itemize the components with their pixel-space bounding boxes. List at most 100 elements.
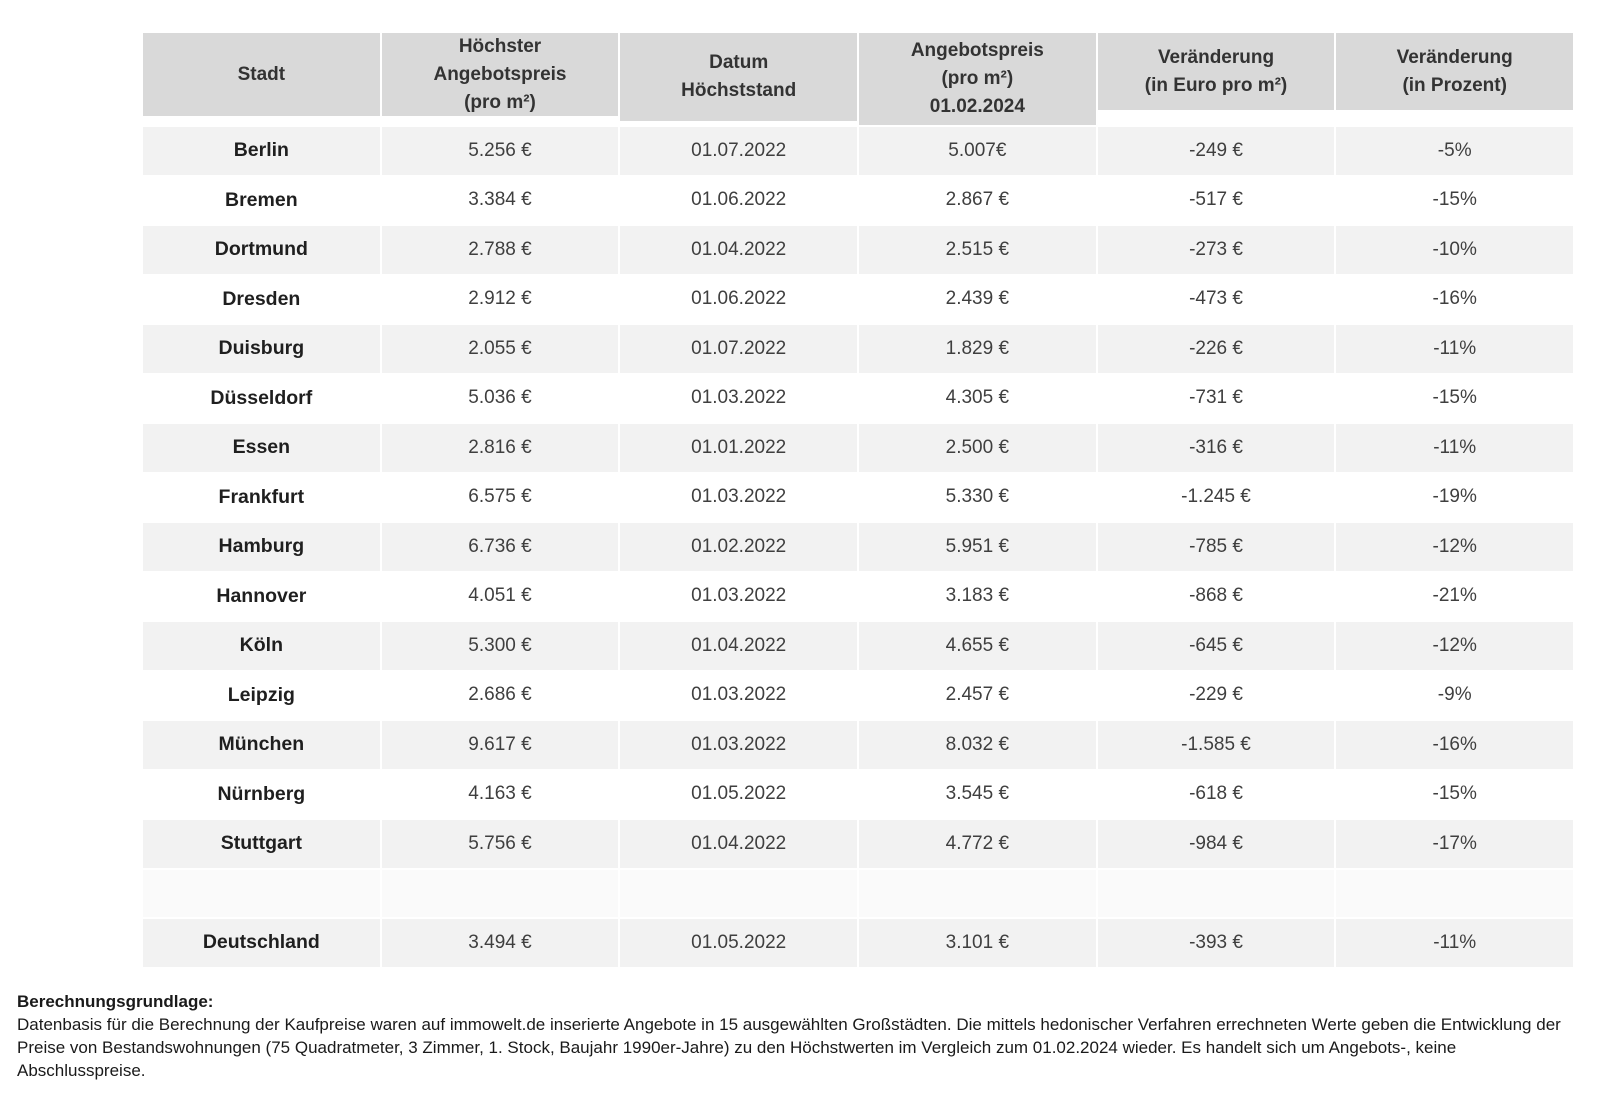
- cell-peak-date: 01.03.2022: [620, 374, 860, 422]
- cell-change-pct: -10%: [1432, 238, 1477, 260]
- cell-change-eur: -984 €: [1098, 820, 1337, 868]
- cell-city: Dortmund: [143, 226, 382, 274]
- cell-city: Frankfurt: [143, 473, 382, 521]
- cell-peak-price: 2.055 €: [382, 325, 621, 373]
- cell-current-price: 4.655 €: [859, 622, 1098, 670]
- table-row: Nürnberg 4.163 € 01.05.2022 3.545 € -618…: [143, 768, 1573, 818]
- cell-change-pct: -11%: [1433, 436, 1477, 458]
- cell-city: Stuttgart: [143, 820, 382, 868]
- cell-change-eur: [1098, 869, 1337, 917]
- cell-current-price: [859, 869, 1098, 917]
- cell-peak-date: 01.01.2022: [620, 424, 860, 472]
- cell-peak-price: 5.256 €: [382, 127, 621, 175]
- cell-current-price: 2.867 €: [859, 176, 1098, 224]
- cell-city: München: [143, 721, 382, 769]
- cell-change-eur: -226 €: [1098, 325, 1337, 373]
- cell-city: Dresden: [143, 275, 382, 323]
- cell-city: [143, 869, 382, 917]
- cell-peak-price: 9.617 €: [382, 721, 621, 769]
- cell-city: Nürnberg: [143, 770, 382, 818]
- cell-change-pct: -15%: [1432, 189, 1477, 211]
- table-row: Köln 5.300 € 01.04.2022 4.655 € -645 € -…: [143, 620, 1573, 670]
- table-body: Berlin 5.256 € 01.07.2022 5.007€ -249 € …: [143, 125, 1573, 967]
- cell-change-pct: -12%: [1432, 535, 1477, 557]
- cell-current-price: 5.951 €: [859, 523, 1098, 571]
- table-row: Stuttgart 5.756 € 01.04.2022 4.772 € -98…: [143, 818, 1573, 868]
- cell-current-price: 2.439 €: [859, 275, 1098, 323]
- cell-change-pct: -17%: [1432, 832, 1477, 854]
- cell-change-eur: -868 €: [1098, 572, 1337, 620]
- cell-current-price: 5.330 €: [859, 473, 1098, 521]
- cell-change-eur: -517 €: [1098, 176, 1337, 224]
- cell-change-eur: -229 €: [1098, 671, 1337, 719]
- header-cell-peak-date: Datum Höchststand: [620, 33, 860, 121]
- footnote-heading: Berechnungsgrundlage:: [17, 992, 214, 1011]
- cell-city: Duisburg: [143, 325, 382, 373]
- cell-peak-price: 2.816 €: [382, 424, 621, 472]
- cell-peak-date: 01.05.2022: [620, 770, 860, 818]
- header-cell-current-price: Angebotspreis (pro m²) 01.02.2024: [859, 33, 1098, 125]
- cell-peak-date: 01.03.2022: [620, 572, 860, 620]
- cell-peak-date: 01.06.2022: [620, 176, 860, 224]
- cell-change-eur: -731 €: [1098, 374, 1337, 422]
- cell-current-price: 8.032 €: [859, 721, 1098, 769]
- cell-change-eur: -249 €: [1098, 127, 1337, 175]
- cell-peak-date: 01.04.2022: [620, 622, 860, 670]
- cell-peak-date: 01.07.2022: [620, 127, 860, 175]
- cell-peak-date: 01.03.2022: [620, 721, 860, 769]
- cell-city: Köln: [143, 622, 382, 670]
- cell-change-eur: -316 €: [1098, 424, 1337, 472]
- cell-change-pct: -11%: [1433, 931, 1477, 953]
- cell-peak-price: 2.788 €: [382, 226, 621, 274]
- header-cell-peak-price: Höchster Angebotspreis (pro m²): [381, 33, 621, 116]
- cell-current-price: 4.305 €: [859, 374, 1098, 422]
- cell-change-pct: -12%: [1432, 634, 1477, 656]
- cell-city: Leipzig: [143, 671, 382, 719]
- cell-change-eur: -273 €: [1098, 226, 1337, 274]
- table-row: [143, 867, 1573, 918]
- cell-peak-price: 4.163 €: [382, 770, 621, 818]
- cell-change-pct: -11%: [1433, 337, 1477, 359]
- table-row: Essen 2.816 € 01.01.2022 2.500 € -316 € …: [143, 422, 1573, 472]
- cell-current-price: 5.007€: [859, 127, 1098, 175]
- cell-city: Essen: [143, 424, 382, 472]
- cell-current-price: 2.500 €: [859, 424, 1098, 472]
- cell-current-price: 3.183 €: [859, 572, 1098, 620]
- cell-change-pct: -21%: [1432, 585, 1477, 607]
- cell-peak-price: 3.384 €: [382, 176, 621, 224]
- cell-city: Düsseldorf: [143, 374, 382, 422]
- cell-peak-price: 5.300 €: [382, 622, 621, 670]
- cell-change-pct: -15%: [1432, 783, 1477, 805]
- cell-peak-price: 5.036 €: [382, 374, 621, 422]
- cell-current-price: 1.829 €: [859, 325, 1098, 373]
- cell-current-price: 2.457 €: [859, 671, 1098, 719]
- cell-change-pct: -5%: [1437, 139, 1472, 161]
- cell-peak-date: 01.03.2022: [620, 473, 860, 521]
- cell-peak-price: 4.051 €: [382, 572, 621, 620]
- table-row: Hamburg 6.736 € 01.02.2022 5.951 € -785 …: [143, 521, 1573, 571]
- table-row: Duisburg 2.055 € 01.07.2022 1.829 € -226…: [143, 323, 1573, 373]
- cell-current-price: 4.772 €: [859, 820, 1098, 868]
- cell-change-pct: -16%: [1432, 733, 1477, 755]
- cell-current-price: 3.545 €: [859, 770, 1098, 818]
- cell-peak-date: 01.02.2022: [620, 523, 860, 571]
- cell-change-eur: -645 €: [1098, 622, 1337, 670]
- cell-peak-date: 01.07.2022: [620, 325, 860, 373]
- cell-city: Deutschland: [143, 919, 382, 967]
- cell-change-eur: -1.585 €: [1098, 721, 1337, 769]
- cell-change-pct: -19%: [1432, 486, 1477, 508]
- cell-change-eur: -1.245 €: [1098, 473, 1337, 521]
- table-row: Deutschland 3.494 € 01.05.2022 3.101 € -…: [143, 917, 1573, 967]
- cell-peak-price: 6.575 €: [382, 473, 621, 521]
- table-row: München 9.617 € 01.03.2022 8.032 € -1.58…: [143, 719, 1573, 769]
- footnote-body: Datenbasis für die Berechnung der Kaufpr…: [17, 1015, 1561, 1080]
- cell-peak-price: 6.736 €: [382, 523, 621, 571]
- cell-peak-date: 01.05.2022: [620, 919, 860, 967]
- cell-change-pct: [1336, 870, 1573, 918]
- table-row: Berlin 5.256 € 01.07.2022 5.007€ -249 € …: [143, 125, 1573, 175]
- cell-peak-date: [620, 869, 860, 917]
- cell-change-eur: -785 €: [1098, 523, 1337, 571]
- cell-current-price: 3.101 €: [859, 919, 1098, 967]
- table-row: Dortmund 2.788 € 01.04.2022 2.515 € -273…: [143, 224, 1573, 274]
